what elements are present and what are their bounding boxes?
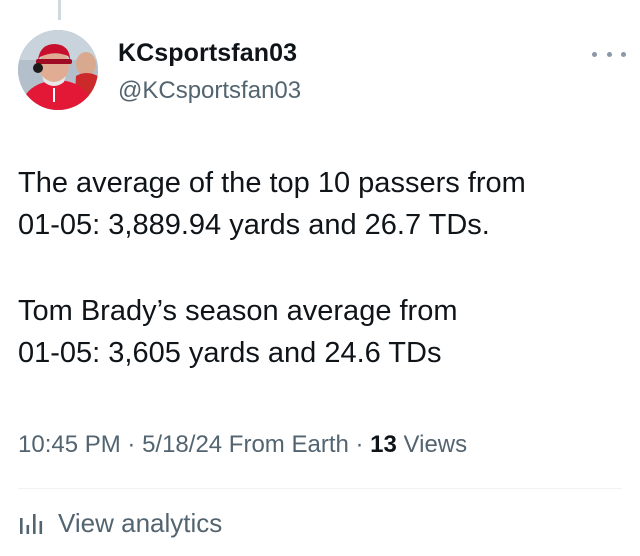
profile-photo: [18, 30, 98, 110]
more-options-button[interactable]: [592, 44, 626, 64]
tweet-text: The average of the top 10 passers from 0…: [18, 162, 628, 374]
display-name[interactable]: KCsportsfan03: [118, 39, 298, 67]
tweet-paragraph: The average of the top 10 passers from 0…: [18, 167, 526, 241]
thread-connector-line: [58, 0, 61, 20]
meta-separator: ·: [120, 431, 143, 458]
more-horizontal-icon-dot: [621, 51, 626, 57]
view-analytics-label: View analytics: [58, 508, 223, 538]
meta-separator: ·: [348, 431, 371, 458]
avatar[interactable]: [18, 30, 98, 110]
tweet-meta: 10:45 PM · 5/18/24 From Earth · 13 Views: [18, 428, 467, 462]
more-horizontal-icon: [592, 51, 597, 57]
more-horizontal-icon-dot: [606, 51, 612, 57]
tweet-source: From Earth: [222, 431, 349, 458]
view-analytics-link[interactable]: View analytics: [18, 506, 222, 540]
divider: [18, 488, 622, 489]
views-count: 13: [370, 431, 397, 458]
user-info: KCsportsfan03 @KCsportsfan03: [118, 38, 301, 106]
bar-chart-icon: [20, 514, 43, 534]
tweet-date[interactable]: 5/18/24: [142, 431, 223, 458]
views-label: Views: [396, 431, 468, 458]
tweet-time[interactable]: 10:45 PM: [18, 431, 121, 458]
tweet-paragraph: Tom Brady’s season average from 01-05: 3…: [18, 295, 458, 369]
user-handle[interactable]: @KCsportsfan03: [118, 77, 302, 104]
